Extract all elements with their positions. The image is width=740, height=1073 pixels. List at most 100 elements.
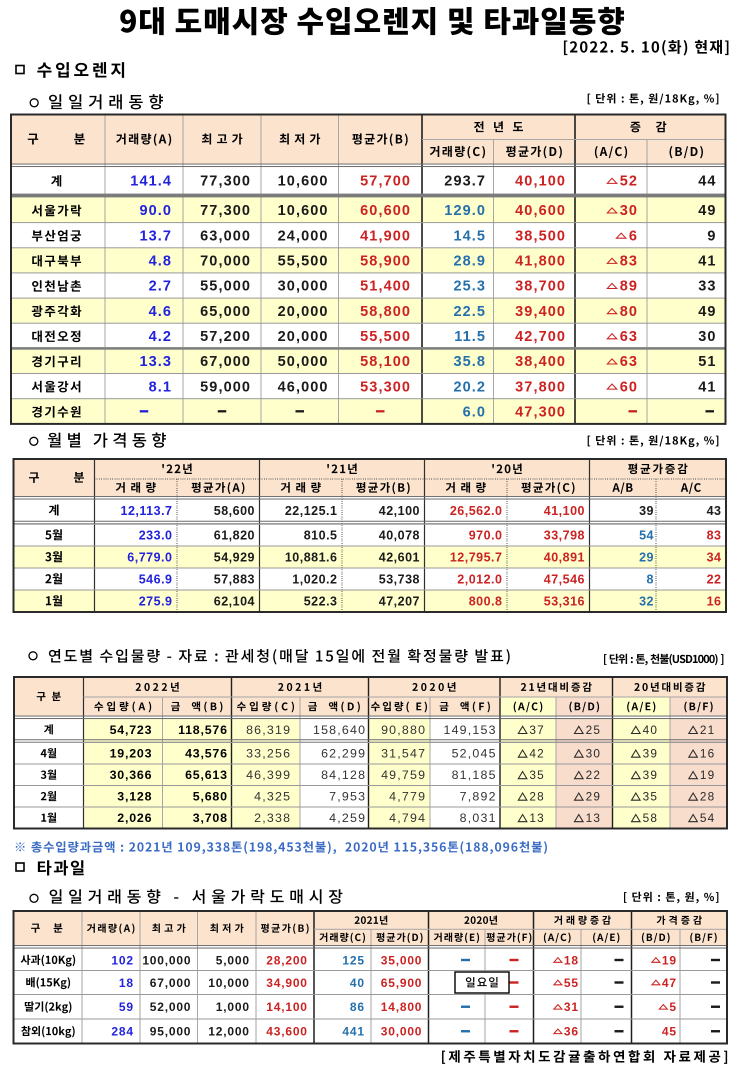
svg-text:31: 31 xyxy=(564,1000,579,1014)
svg-text:36: 36 xyxy=(564,1025,579,1039)
svg-text:42,601: 42,601 xyxy=(379,551,420,565)
svg-text:84,128: 84,128 xyxy=(321,768,366,782)
svg-text:41: 41 xyxy=(698,254,716,270)
svg-text:35.8: 35.8 xyxy=(453,354,486,370)
svg-text:8: 8 xyxy=(647,573,654,587)
svg-text:53,300: 53,300 xyxy=(360,379,411,395)
svg-text:18: 18 xyxy=(119,976,134,990)
svg-text:19: 19 xyxy=(700,768,716,782)
svg-text:30,000: 30,000 xyxy=(381,1025,423,1039)
svg-text:63: 63 xyxy=(620,354,638,370)
svg-text:86: 86 xyxy=(350,1000,365,1014)
svg-text:4,779: 4,779 xyxy=(389,790,426,804)
svg-text:53,316: 53,316 xyxy=(544,595,585,609)
svg-text:149,153: 149,153 xyxy=(443,723,496,737)
svg-text:11.5: 11.5 xyxy=(454,329,486,345)
svg-text:26,562.0: 26,562.0 xyxy=(450,504,503,518)
svg-text:22: 22 xyxy=(707,573,722,587)
svg-text:90.0: 90.0 xyxy=(139,203,172,219)
svg-text:54,929: 54,929 xyxy=(214,551,255,565)
svg-text:141.4: 141.4 xyxy=(130,174,172,190)
svg-text:25.3: 25.3 xyxy=(453,279,486,295)
svg-text:49: 49 xyxy=(698,203,716,219)
svg-text:51,400: 51,400 xyxy=(360,279,411,295)
svg-text:30: 30 xyxy=(586,747,602,761)
svg-text:29: 29 xyxy=(586,790,602,804)
svg-text:47,300: 47,300 xyxy=(515,405,566,421)
svg-text:4,259: 4,259 xyxy=(329,811,366,825)
svg-text:19: 19 xyxy=(662,953,677,967)
svg-text:55: 55 xyxy=(564,976,579,990)
svg-text:50,000: 50,000 xyxy=(278,354,329,370)
svg-text:100,000: 100,000 xyxy=(142,953,191,967)
svg-text:8,031: 8,031 xyxy=(460,811,497,825)
svg-text:63,000: 63,000 xyxy=(200,228,251,244)
svg-text:41: 41 xyxy=(698,379,716,395)
svg-text:5,000: 5,000 xyxy=(216,953,250,967)
svg-text:4,794: 4,794 xyxy=(389,811,426,825)
svg-text:30,366: 30,366 xyxy=(110,768,153,782)
svg-text:275.9: 275.9 xyxy=(139,595,173,609)
svg-text:441: 441 xyxy=(342,1025,364,1039)
svg-text:28: 28 xyxy=(529,790,545,804)
svg-text:77,300: 77,300 xyxy=(200,174,251,190)
svg-text:65,000: 65,000 xyxy=(200,304,251,320)
svg-text:34: 34 xyxy=(707,551,722,565)
svg-text:33: 33 xyxy=(698,279,716,295)
svg-text:3,708: 3,708 xyxy=(193,811,228,825)
svg-text:47,207: 47,207 xyxy=(379,595,420,609)
svg-text:39: 39 xyxy=(643,747,659,761)
svg-text:31,547: 31,547 xyxy=(381,747,426,761)
svg-text:35: 35 xyxy=(529,768,545,782)
svg-text:20,000: 20,000 xyxy=(278,304,329,320)
svg-text:52,045: 52,045 xyxy=(452,747,497,761)
svg-text:1,020.2: 1,020.2 xyxy=(292,573,337,587)
svg-text:59,000: 59,000 xyxy=(200,379,251,395)
svg-text:18: 18 xyxy=(564,953,579,967)
svg-text:40,078: 40,078 xyxy=(379,529,420,543)
svg-text:55,500: 55,500 xyxy=(278,254,329,270)
svg-text:54,723: 54,723 xyxy=(110,723,153,737)
svg-text:284: 284 xyxy=(111,1025,133,1039)
svg-text:970.0: 970.0 xyxy=(469,529,503,543)
svg-text:81,185: 81,185 xyxy=(452,768,497,782)
svg-text:58: 58 xyxy=(643,811,659,825)
svg-text:30: 30 xyxy=(698,329,716,345)
svg-text:61,820: 61,820 xyxy=(214,529,255,543)
svg-text:2,012.0: 2,012.0 xyxy=(457,573,502,587)
svg-text:3,128: 3,128 xyxy=(117,790,152,804)
svg-text:9: 9 xyxy=(707,228,716,244)
svg-text:10,600: 10,600 xyxy=(278,174,329,190)
svg-text:4.6: 4.6 xyxy=(149,304,172,320)
svg-text:65,613: 65,613 xyxy=(185,768,228,782)
svg-text:43,600: 43,600 xyxy=(266,1025,308,1039)
svg-text:40,891: 40,891 xyxy=(544,551,585,565)
svg-text:125: 125 xyxy=(342,953,364,967)
svg-text:22: 22 xyxy=(586,768,602,782)
svg-text:46,000: 46,000 xyxy=(278,379,329,395)
svg-text:42,100: 42,100 xyxy=(379,504,420,518)
svg-text:28,200: 28,200 xyxy=(266,953,308,967)
svg-text:7,892: 7,892 xyxy=(460,790,497,804)
svg-text:57,883: 57,883 xyxy=(214,573,255,587)
svg-text:37: 37 xyxy=(529,723,545,737)
svg-text:10,600: 10,600 xyxy=(278,203,329,219)
svg-text:34,900: 34,900 xyxy=(266,976,308,990)
svg-text:21: 21 xyxy=(700,723,716,737)
svg-text:4.2: 4.2 xyxy=(149,329,172,345)
svg-text:4.8: 4.8 xyxy=(149,254,172,270)
svg-text:13.3: 13.3 xyxy=(139,354,172,370)
svg-text:33,798: 33,798 xyxy=(544,529,585,543)
svg-text:293.7: 293.7 xyxy=(444,174,486,190)
svg-text:10,000: 10,000 xyxy=(208,976,250,990)
svg-text:38,700: 38,700 xyxy=(515,279,566,295)
svg-text:20,000: 20,000 xyxy=(278,329,329,345)
svg-text:42,700: 42,700 xyxy=(515,329,566,345)
svg-text:95,000: 95,000 xyxy=(150,1025,192,1039)
svg-text:35: 35 xyxy=(643,790,659,804)
svg-text:54: 54 xyxy=(639,529,654,543)
svg-text:14,800: 14,800 xyxy=(381,1000,423,1014)
svg-text:522.3: 522.3 xyxy=(304,595,338,609)
svg-text:13: 13 xyxy=(529,811,545,825)
svg-text:6: 6 xyxy=(629,228,638,244)
